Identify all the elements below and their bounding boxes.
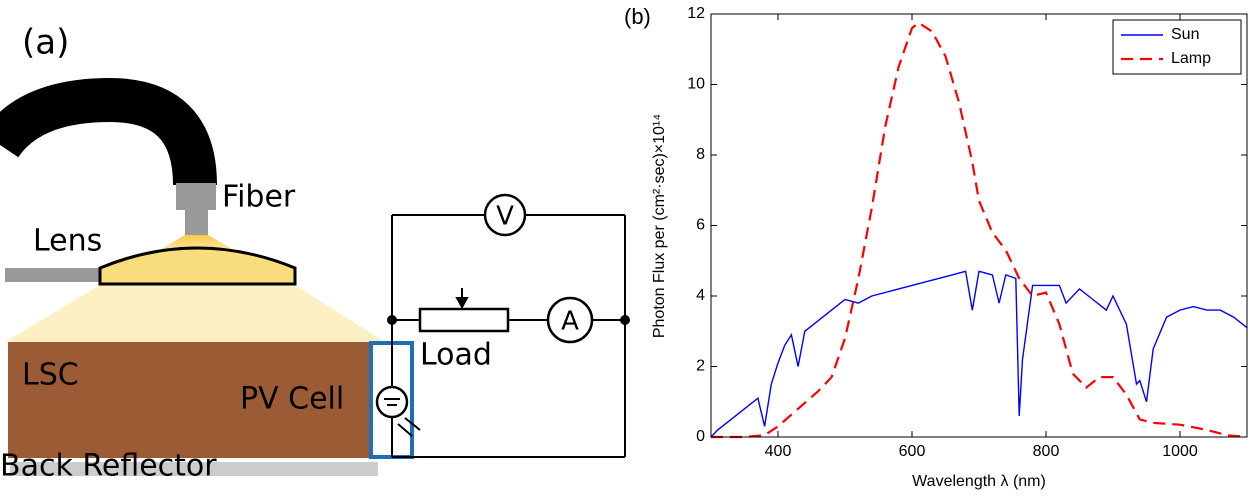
plot-frame [710, 13, 1248, 438]
voltmeter-label: V [496, 202, 514, 232]
x-tick-label: 600 [899, 443, 926, 460]
legend-label: Sun [1171, 26, 1199, 43]
y-tick-label: 12 [687, 5, 705, 22]
x-axis-label: Wavelength λ (nm) [912, 473, 1046, 490]
series-line [711, 21, 1248, 439]
node [387, 315, 397, 325]
y-tick-label: 6 [696, 217, 705, 234]
lens [98, 246, 297, 286]
y-tick-label: 2 [696, 358, 705, 375]
back-reflector [10, 462, 378, 476]
series-line [710, 270, 1248, 438]
back-reflector-label: Back Reflector [0, 449, 217, 484]
lens-label: Lens [33, 224, 102, 259]
circuit [375, 193, 626, 458]
legend-box [1112, 19, 1242, 75]
lens-holder [5, 268, 101, 282]
diagram: (a) Fiber Lens LSC PV Cell Back Reflecto… [0, 23, 630, 484]
y-tick-label: 8 [696, 146, 705, 163]
fiber-connector [176, 183, 216, 210]
lsc-label: LSC [22, 358, 79, 393]
legend-label: Lamp [1171, 50, 1211, 67]
x-tick-label: 1000 [1162, 443, 1198, 460]
chart: (b) Wavelength λ (nm) Photon Flux per (c… [624, 4, 1248, 490]
y-axis-label: Photon Flux per (cm²·sec)×10¹⁴ [651, 114, 668, 338]
x-tick-label: 800 [1033, 443, 1060, 460]
node [620, 315, 630, 325]
fiber [0, 77, 217, 186]
fiber-label: Fiber [222, 180, 296, 215]
load-label: Load [420, 338, 492, 373]
lsc [8, 342, 372, 458]
y-tick-label: 4 [696, 287, 705, 304]
y-tick-label: 0 [696, 428, 705, 445]
panel-label: (b) [624, 4, 651, 29]
panel-label: (a) [22, 23, 69, 63]
ammeter-label: A [561, 307, 579, 337]
light-spread [5, 285, 385, 342]
x-tick-label: 400 [765, 443, 792, 460]
pv-cell-label: PV Cell [240, 382, 344, 417]
fiber-tip [185, 210, 208, 235]
y-tick-label: 10 [687, 76, 705, 93]
